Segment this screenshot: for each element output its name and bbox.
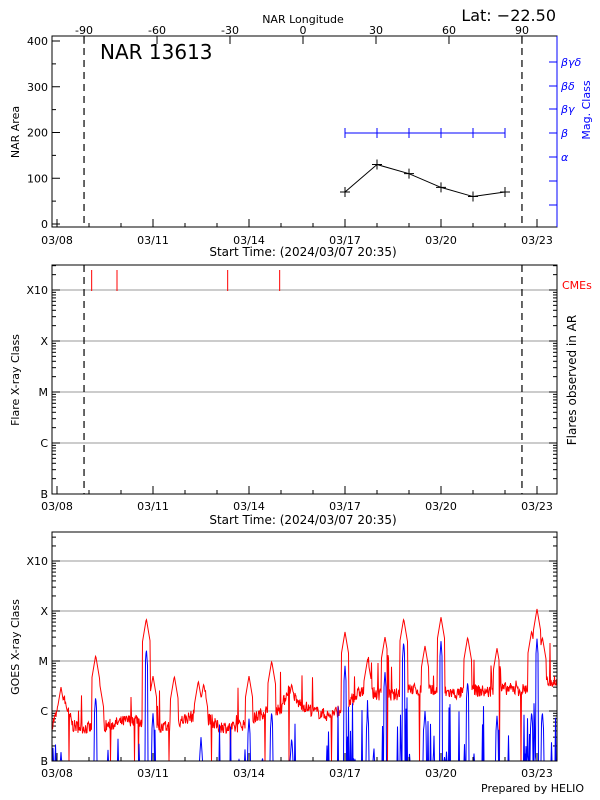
- nar-area-point: [404, 168, 414, 179]
- y-tick-label: 200: [27, 127, 48, 140]
- x-tick-label: 03/23: [521, 234, 553, 247]
- longitude-tick-label: -90: [75, 24, 93, 37]
- mag-class-label: β: [560, 127, 568, 140]
- y-axis-label: Flare X-ray Class: [9, 334, 22, 426]
- mag-class-label: α: [561, 151, 569, 164]
- panel-flares: B C M X X10 03/08 03/11 03/14 03/17 03/20 03/23 F…: [9, 264, 592, 527]
- x-tick-label: 03/14: [233, 767, 265, 780]
- y-axis-label: NAR Area: [9, 106, 22, 158]
- footer-credit: Prepared by HELIO: [481, 782, 584, 795]
- x-tick-label: 03/08: [41, 767, 73, 780]
- y-tick-label: B: [40, 488, 48, 501]
- longitude-tick-label: -30: [221, 24, 239, 37]
- nar-area-point: [372, 159, 382, 170]
- panel-title: NAR 13613: [100, 40, 213, 64]
- y-tick-label: M: [39, 386, 49, 399]
- nar-area-point: [468, 191, 478, 202]
- x-tick-label: 03/23: [521, 767, 553, 780]
- x-tick-label: 03/17: [329, 767, 361, 780]
- y-tick-label: 400: [27, 35, 48, 48]
- x-tick-label: 03/17: [329, 234, 361, 247]
- x-tick-label: 03/08: [41, 234, 73, 247]
- x-tick-label: 03/20: [425, 234, 457, 247]
- goes-long-channel-series: [52, 608, 557, 762]
- goes-short-channel-series: [52, 638, 557, 762]
- x-axis-label: Start Time: (2024/03/07 20:35): [209, 513, 396, 527]
- mag-class-label: βδ: [560, 80, 575, 93]
- x-tick-label: 03/17: [329, 500, 361, 513]
- longitude-tick-label: 90: [515, 24, 529, 37]
- x-axis-label: Start Time: (2024/03/07 20:35): [209, 245, 396, 259]
- y-tick-label: B: [40, 755, 48, 768]
- y-tick-label: X: [40, 335, 48, 348]
- x-tick-label: 03/11: [137, 767, 169, 780]
- x-tick-label: 03/14: [233, 500, 265, 513]
- y-tick-label: X10: [26, 555, 48, 568]
- y-tick-label: X: [40, 605, 48, 618]
- nar-area-point: [436, 182, 446, 193]
- x-tick-label: 03/20: [425, 767, 457, 780]
- x-tick-label: 03/20: [425, 500, 457, 513]
- longitude-tick-label: 60: [442, 24, 456, 37]
- y2-axis-label: Mag. Class: [580, 80, 593, 139]
- x-tick-label: 03/08: [41, 500, 73, 513]
- mag-class-label: βγ: [560, 103, 575, 116]
- x-tick-label: 03/11: [137, 500, 169, 513]
- nar-area-point: [500, 186, 510, 197]
- y-tick-label: 100: [27, 172, 48, 185]
- y-tick-label: C: [40, 705, 48, 718]
- longitude-tick-label: -60: [148, 24, 166, 37]
- nar-area-point: [340, 186, 350, 197]
- x-tick-label: 03/11: [137, 234, 169, 247]
- nar-area-line: [344, 163, 506, 198]
- x-tick-label: 03/23: [521, 500, 553, 513]
- y-tick-label: 300: [27, 81, 48, 94]
- panel3-frame: [51, 531, 558, 762]
- y-tick-label: 0: [41, 218, 48, 231]
- panel1-frame: [51, 35, 558, 228]
- longitude-tick-label: 0: [300, 24, 307, 37]
- top-axis-label: NAR Longitude: [262, 13, 344, 26]
- y2-axis-label: Flares observed in AR: [565, 315, 579, 445]
- panel-goes: B C M X X10 03/08 03/11 03/14 03/17 03/20 03/23 G…: [9, 531, 584, 795]
- y-tick-label: X10: [26, 284, 48, 297]
- y-tick-label: M: [39, 655, 49, 668]
- panel-nar-area: NAR Longitude Lat: −22.50 -90 -60 -30 0 30 60…: [9, 6, 593, 259]
- y-axis-label: GOES X-ray Class: [9, 599, 22, 695]
- longitude-tick-label: 30: [369, 24, 383, 37]
- mag-class-label: βγδ: [560, 56, 582, 69]
- y-tick-label: C: [40, 437, 48, 450]
- panel2-frame: [51, 264, 558, 495]
- cme-legend: CMEs: [562, 279, 592, 292]
- x-tick-label: 03/14: [233, 234, 265, 247]
- latitude-label: Lat: −22.50: [461, 6, 556, 25]
